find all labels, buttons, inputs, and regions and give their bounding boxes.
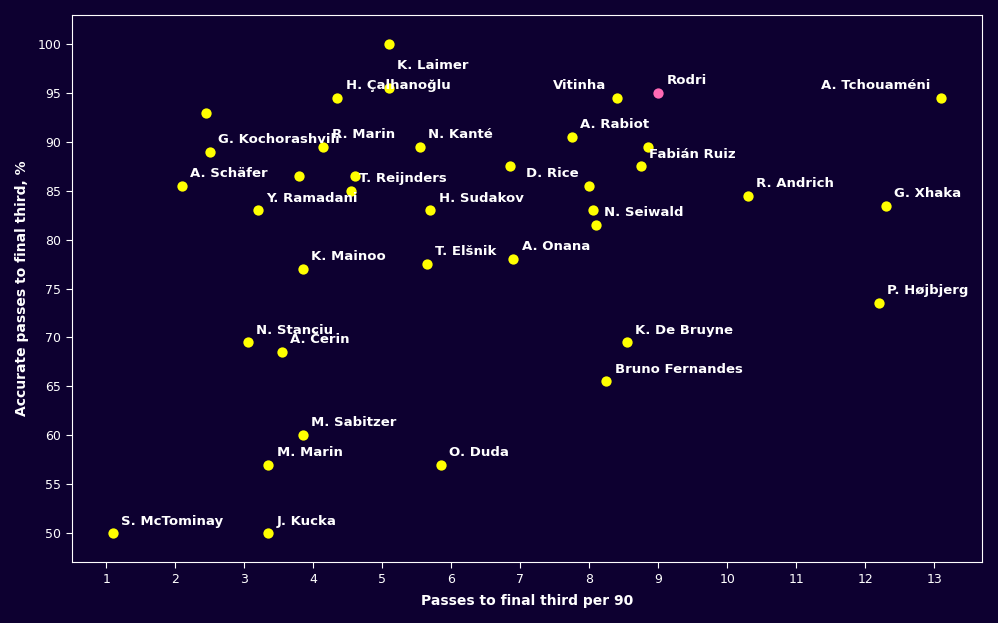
Point — [291, 171, 307, 181]
Text: P. Højbjerg: P. Højbjerg — [887, 285, 969, 297]
Point — [381, 83, 397, 93]
Point — [315, 142, 331, 152]
Text: M. Sabitzer: M. Sabitzer — [311, 416, 396, 429]
Point — [419, 259, 435, 269]
Text: G. Kochorashvili: G. Kochorashvili — [218, 133, 339, 146]
Text: K. Mainoo: K. Mainoo — [311, 250, 386, 263]
Text: A. Tchouaméni: A. Tchouaméni — [821, 79, 931, 92]
Text: T. Elšnik: T. Elšnik — [435, 245, 497, 259]
X-axis label: Passes to final third per 90: Passes to final third per 90 — [421, 594, 633, 608]
Point — [199, 108, 215, 118]
Text: R. Marin: R. Marin — [331, 128, 395, 141]
Text: N. Kanté: N. Kanté — [428, 128, 493, 141]
Text: H. Sudakov: H. Sudakov — [439, 192, 524, 204]
Text: J. Kucka: J. Kucka — [276, 515, 336, 528]
Point — [174, 181, 190, 191]
Point — [343, 186, 359, 196]
Point — [878, 201, 894, 211]
Text: A. Čerin: A. Čerin — [290, 333, 350, 346]
Text: Vitinha: Vitinha — [553, 79, 607, 92]
Point — [619, 338, 635, 348]
Text: K. De Bruyne: K. De Bruyne — [636, 323, 734, 336]
Text: M. Marin: M. Marin — [276, 445, 342, 459]
Text: G. Xhaka: G. Xhaka — [894, 187, 961, 200]
Text: D. Rice: D. Rice — [526, 167, 579, 180]
Point — [240, 338, 255, 348]
Point — [202, 147, 218, 157]
Point — [633, 161, 649, 171]
Point — [260, 528, 276, 538]
Point — [274, 347, 290, 357]
Point — [433, 460, 449, 470]
Text: A. Rabiot: A. Rabiot — [580, 118, 650, 131]
Point — [105, 528, 121, 538]
Point — [585, 206, 601, 216]
Point — [588, 220, 604, 230]
Point — [871, 298, 887, 308]
Text: Fabián Ruiz: Fabián Ruiz — [649, 148, 736, 161]
Point — [260, 460, 276, 470]
Point — [599, 376, 615, 386]
Y-axis label: Accurate passes to final third, %: Accurate passes to final third, % — [15, 161, 29, 416]
Text: H. Çalhanoğlu: H. Çalhanoğlu — [345, 79, 450, 92]
Point — [422, 206, 438, 216]
Point — [346, 171, 362, 181]
Text: Y. Ramadani: Y. Ramadani — [266, 192, 357, 204]
Point — [933, 93, 949, 103]
Point — [502, 161, 518, 171]
Text: O. Duda: O. Duda — [449, 445, 509, 459]
Text: A. Onana: A. Onana — [522, 240, 590, 254]
Point — [250, 206, 265, 216]
Text: N. Seiwald: N. Seiwald — [605, 206, 684, 219]
Point — [581, 181, 597, 191]
Text: K. Laimer: K. Laimer — [397, 59, 469, 72]
Text: Rodri: Rodri — [667, 74, 707, 87]
Point — [609, 93, 625, 103]
Text: R. Andrich: R. Andrich — [756, 177, 834, 190]
Point — [650, 88, 666, 98]
Text: T. Reijnders: T. Reijnders — [359, 172, 447, 185]
Point — [564, 132, 580, 142]
Point — [412, 142, 428, 152]
Point — [294, 430, 310, 440]
Point — [740, 191, 755, 201]
Point — [329, 93, 345, 103]
Point — [640, 142, 656, 152]
Point — [505, 254, 521, 264]
Text: A. Schäfer: A. Schäfer — [191, 167, 267, 180]
Text: S. McTominay: S. McTominay — [122, 515, 224, 528]
Point — [294, 264, 310, 274]
Text: Bruno Fernandes: Bruno Fernandes — [615, 363, 743, 376]
Text: N. Stanciu: N. Stanciu — [255, 323, 333, 336]
Point — [381, 39, 397, 49]
